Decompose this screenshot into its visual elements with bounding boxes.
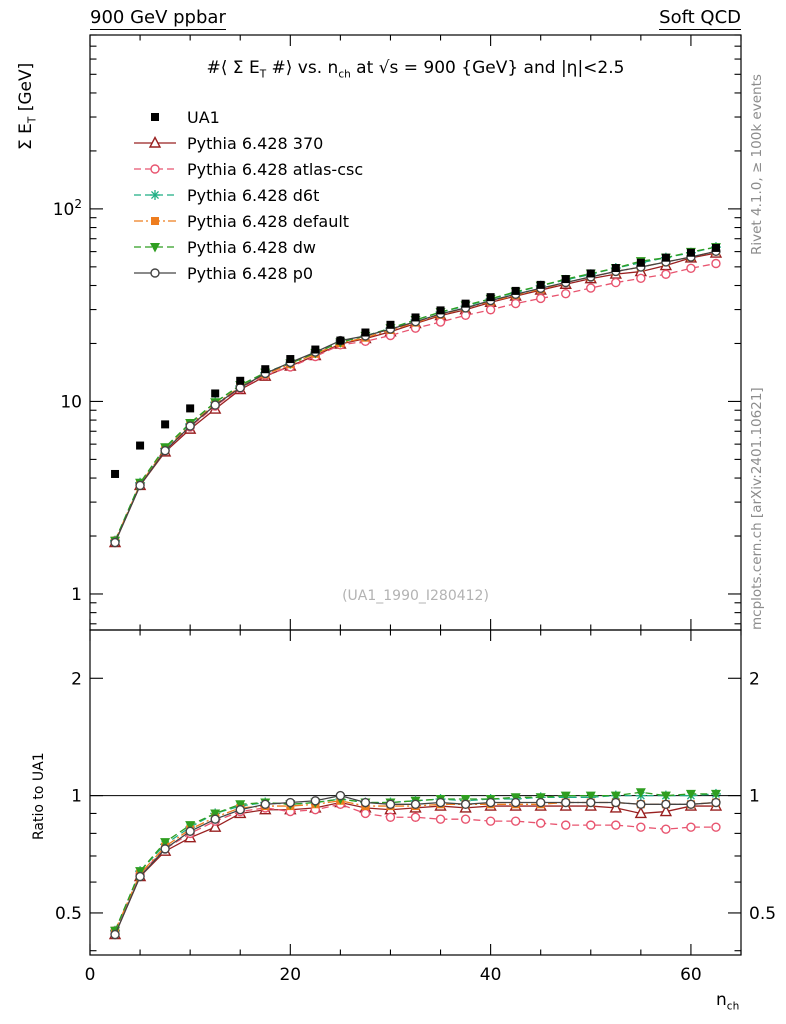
legend-label: Pythia 6.428 default <box>187 211 350 231</box>
legend-label: Pythia 6.428 atlas-csc <box>187 159 364 179</box>
y-axis-title: Σ ET [GeV] <box>16 63 38 150</box>
x-axis-title-pre: n <box>716 990 727 1010</box>
legend-label: Pythia 6.428 370 <box>187 133 324 153</box>
legend: UA1 Pythia 6.428 370 Pythia 6.428 atlas-cs… <box>132 104 363 286</box>
svg-text:1: 1 <box>749 787 760 807</box>
legend-item: Pythia 6.428 d6t <box>132 182 363 208</box>
x-axis-title: nch <box>716 990 739 1012</box>
plot-title-mid: #⟩ vs. n <box>266 58 339 78</box>
y-axis-title-sub: T <box>26 116 39 124</box>
svg-text:2: 2 <box>71 669 82 689</box>
legend-marker-icon <box>151 113 159 121</box>
plot-title-pre: #⟨ Σ E <box>206 58 260 78</box>
legend-item: Pythia 6.428 p0 <box>132 260 363 286</box>
svg-text:2: 2 <box>749 669 760 689</box>
rivet-version-note: Rivet 4.1.0, ≥ 100k events <box>749 74 765 255</box>
plot-title-sub1: T <box>259 68 267 81</box>
legend-marker-icon <box>134 164 176 174</box>
process-group-header: Soft QCD <box>659 7 741 30</box>
ratio-axis-title: Ratio to UA1 <box>31 752 47 840</box>
legend-item: Pythia 6.428 370 <box>132 130 363 156</box>
legend-item: UA1 <box>132 104 363 130</box>
plot-title-sub2: ch <box>338 68 351 81</box>
legend-item: Pythia 6.428 default <box>132 208 363 234</box>
svg-text:1: 1 <box>71 585 82 605</box>
legend-label: Pythia 6.428 p0 <box>187 263 314 283</box>
svg-text:20: 20 <box>279 965 301 985</box>
legend-label: UA1 <box>187 107 220 127</box>
legend-label: Pythia 6.428 dw <box>187 237 316 257</box>
svg-text:40: 40 <box>480 965 502 985</box>
beam-header: 900 GeV ppbar <box>90 7 226 30</box>
legend-item: Pythia 6.428 atlas-csc <box>132 156 363 182</box>
y-axis-title-post: [GeV] <box>16 62 36 117</box>
svg-text:1: 1 <box>71 787 82 807</box>
plot-title-post: at √s = 900 {GeV} and |η|<2.5 <box>350 58 625 78</box>
analysis-watermark: (UA1_1990_I280412) <box>342 588 489 604</box>
legend-marker-icon <box>134 268 176 278</box>
svg-text:102: 102 <box>53 197 82 220</box>
plot-title: #⟨ Σ ET #⟩ vs. nch at √s = 900 {GeV} and… <box>90 58 741 80</box>
svg-text:60: 60 <box>680 965 702 985</box>
legend-marker-icon <box>134 243 176 253</box>
svg-text:0: 0 <box>85 965 96 985</box>
legend-marker-icon <box>134 217 176 225</box>
legend-label: Pythia 6.428 d6t <box>187 185 320 205</box>
legend-marker-icon <box>134 190 176 200</box>
svg-text:0.5: 0.5 <box>749 904 776 924</box>
y-axis-title-pre: Σ E <box>16 123 36 150</box>
legend-marker-icon <box>134 135 176 148</box>
legend-item: Pythia 6.428 dw <box>132 234 363 260</box>
x-axis-title-sub: ch <box>726 1000 740 1013</box>
svg-text:10: 10 <box>60 392 82 412</box>
mcplots-attribution-note: mcplots.cern.ch [arXiv:2401.10621] <box>749 387 765 630</box>
svg-text:0.5: 0.5 <box>55 904 82 924</box>
